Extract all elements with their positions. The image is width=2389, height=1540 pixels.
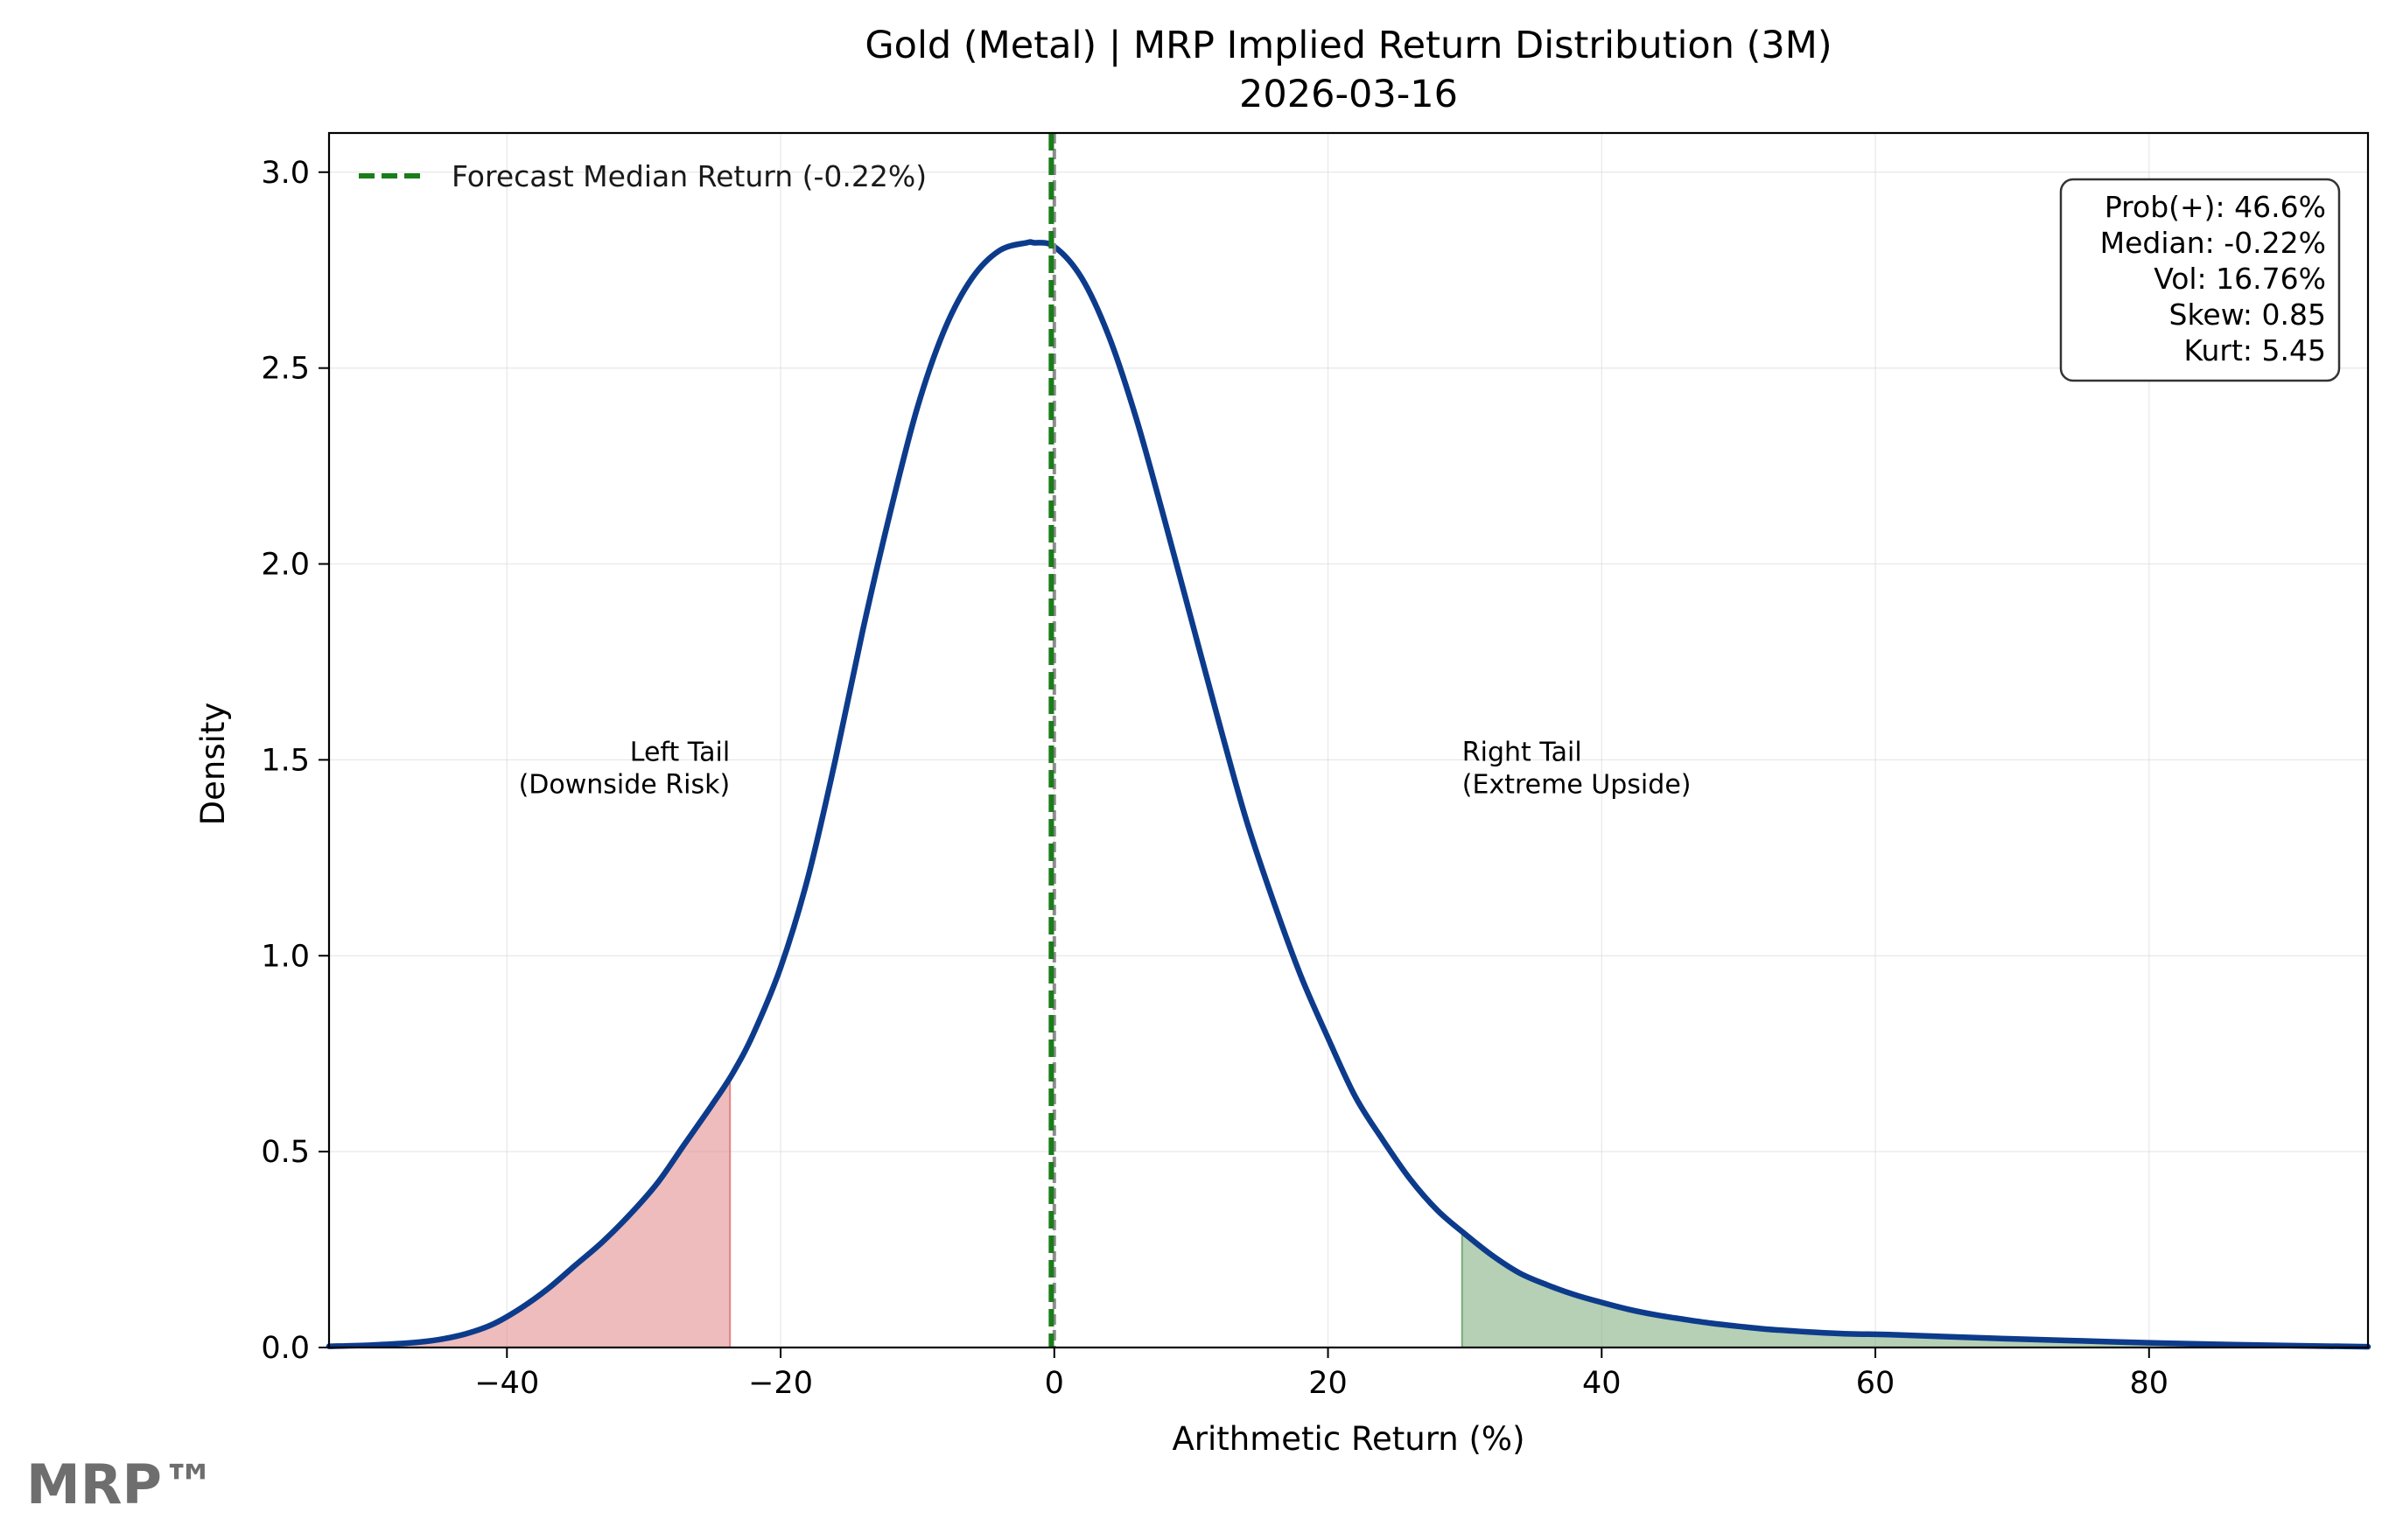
plot-frame bbox=[327, 131, 2370, 1349]
legend-median-label: Forecast Median Return (-0.22%) bbox=[452, 159, 927, 193]
stat-prob-positive: Prob(+): 46.6% bbox=[2105, 190, 2326, 224]
x-tick-label: 40 bbox=[1582, 1366, 1622, 1401]
y-axis-ticks: 0.0 0.5 1.0 1.5 2.0 2.5 3.0 bbox=[261, 156, 329, 1366]
y-tick-label: 0.0 bbox=[261, 1331, 310, 1366]
left-tail-annotation: Left Tail bbox=[630, 737, 730, 767]
y-tick-label: 2.5 bbox=[261, 352, 310, 387]
y-tick-label: 2.0 bbox=[261, 548, 310, 583]
density-curve bbox=[326, 239, 2371, 1350]
x-tick-label: 20 bbox=[1308, 1366, 1348, 1401]
x-tick-label: −40 bbox=[474, 1366, 539, 1401]
x-axis-ticks: −40 −20 0 20 40 60 80 bbox=[474, 1348, 2168, 1401]
grid bbox=[329, 133, 2368, 1348]
density-series bbox=[326, 239, 2371, 1350]
y-tick-label: 3.0 bbox=[261, 156, 310, 191]
stat-kurt: Kurt: 5.45 bbox=[2183, 333, 2326, 368]
stat-vol: Vol: 16.76% bbox=[2154, 262, 2326, 296]
brand-watermark: MRP™ bbox=[26, 1452, 216, 1516]
left-tail-annotation: (Downside Risk) bbox=[519, 769, 731, 800]
stats-box-frame bbox=[2059, 178, 2341, 382]
chart-subtitle: 2026-03-16 bbox=[1239, 73, 1458, 116]
right-tail-annotation: (Extreme Upside) bbox=[1462, 769, 1692, 800]
tail-annotations: Left Tail(Downside Risk) Right Tail(Extre… bbox=[519, 737, 1692, 800]
stat-median: Median: -0.22% bbox=[2100, 226, 2326, 260]
legend: Forecast Median Return (-0.22%) bbox=[359, 159, 927, 193]
x-tick-label: −20 bbox=[748, 1366, 813, 1401]
y-tick-label: 1.0 bbox=[261, 939, 310, 974]
y-axis-label: Density bbox=[194, 703, 232, 826]
x-tick-label: 60 bbox=[1856, 1366, 1895, 1401]
x-axis-label: Arithmetic Return (%) bbox=[1172, 1420, 1524, 1458]
chart-title: Gold (Metal) | MRP Implied Return Distri… bbox=[865, 24, 1832, 67]
right-tail-annotation: Right Tail bbox=[1462, 737, 1582, 767]
stat-skew: Skew: 0.85 bbox=[2169, 298, 2326, 332]
y-tick-label: 0.5 bbox=[261, 1135, 310, 1170]
x-tick-label: 0 bbox=[1045, 1366, 1064, 1401]
reference-lines bbox=[1048, 133, 1056, 1348]
stats-box: Prob(+): 46.6% Median: -0.22% Vol: 16.76… bbox=[2059, 178, 2341, 382]
y-tick-label: 1.5 bbox=[261, 743, 310, 778]
x-tick-label: 80 bbox=[2130, 1366, 2169, 1401]
